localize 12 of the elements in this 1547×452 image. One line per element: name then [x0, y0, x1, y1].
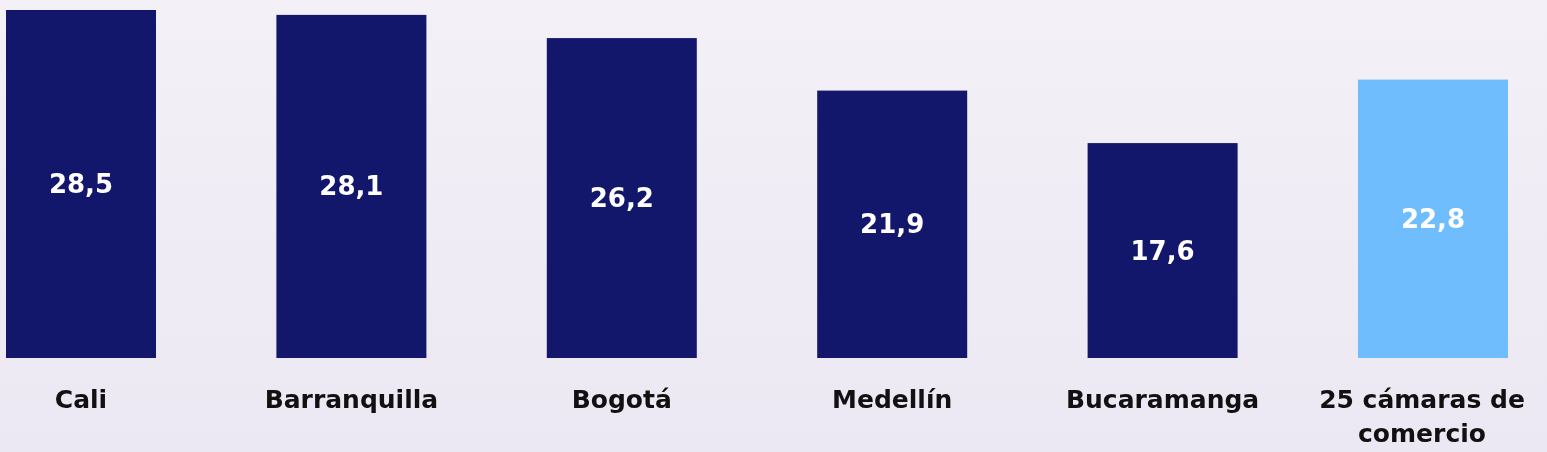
x-tick-label: 25 cámaras de comercio — [1319, 385, 1525, 448]
data-label: 28,1 — [319, 171, 384, 202]
data-label: 17,6 — [1130, 235, 1195, 266]
x-tick-label: Bogotá — [571, 385, 672, 414]
x-tick-label: Barranquilla — [264, 385, 439, 414]
data-label: 21,9 — [860, 209, 925, 240]
x-tick-label: Bucaramanga — [1065, 385, 1260, 414]
x-tick-label: Medellín — [832, 385, 953, 414]
data-label: 28,5 — [48, 169, 114, 199]
data-label: 26,2 — [589, 183, 654, 214]
x-tick-label: Cali — [54, 385, 108, 414]
data-label: 22,8 — [1400, 203, 1466, 234]
